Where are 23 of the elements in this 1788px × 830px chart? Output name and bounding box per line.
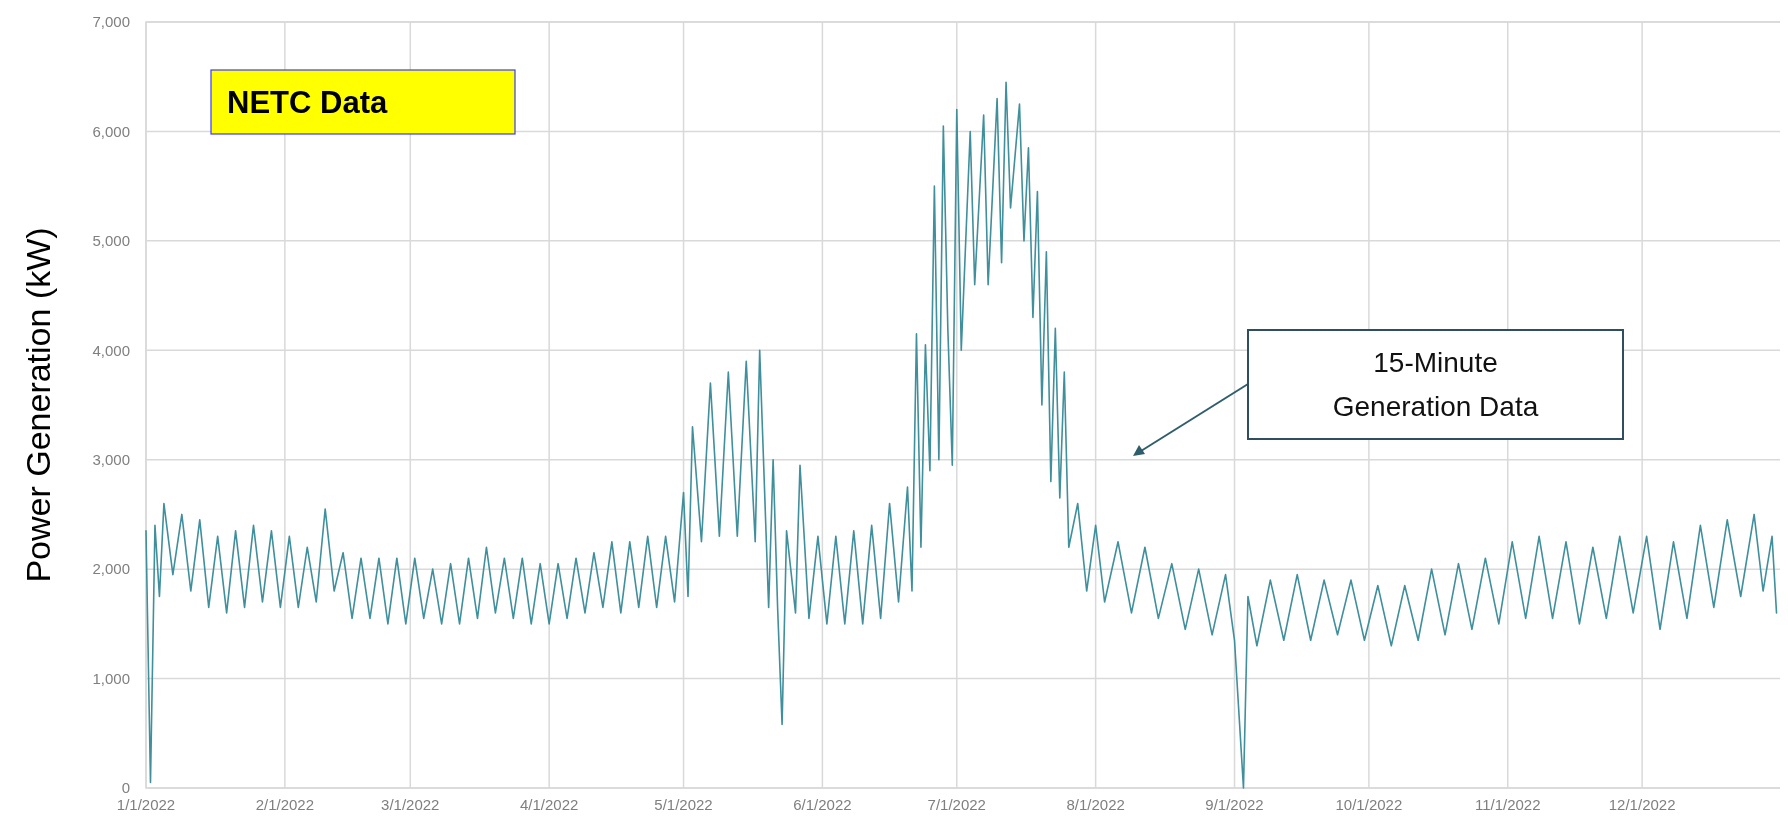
annotation: 15-Minute Generation Data	[1332, 346, 1539, 422]
x-tick-label: 8/1/2022	[1066, 796, 1125, 813]
y-tick-label: 2,000	[92, 560, 130, 578]
y-tick-label: 1,000	[92, 669, 130, 687]
annotation: NETC Data	[227, 84, 388, 120]
x-tick-label: 12/1/2022	[1608, 796, 1676, 813]
x-tick-label: 4/1/2022	[519, 796, 579, 813]
y-axis-title: Power Generation (kW)	[19, 227, 57, 583]
y-tick-label: 4,000	[92, 341, 130, 359]
x-tick-label: 11/1/2022	[1474, 796, 1541, 813]
x-tick-label: 5/1/2022	[654, 796, 713, 813]
x-tick-label: 9/1/2022	[1205, 796, 1264, 813]
x-tick-label: 2/1/2022	[255, 796, 315, 813]
x-tick-label: 1/1/2022	[116, 796, 176, 813]
x-tick-label: 10/1/2022	[1335, 796, 1403, 813]
y-tick-label: 5,000	[92, 232, 130, 250]
x-tick-label: 6/1/2022	[793, 796, 852, 813]
x-tick-label: 3/1/2022	[381, 796, 440, 813]
y-tick-label: 3,000	[92, 450, 130, 468]
x-tick-label: 7/1/2022	[927, 796, 986, 813]
y-tick-label: 6,000	[92, 122, 130, 140]
y-tick-label: 0	[121, 779, 130, 797]
y-tick-label: 7,000	[92, 13, 130, 31]
